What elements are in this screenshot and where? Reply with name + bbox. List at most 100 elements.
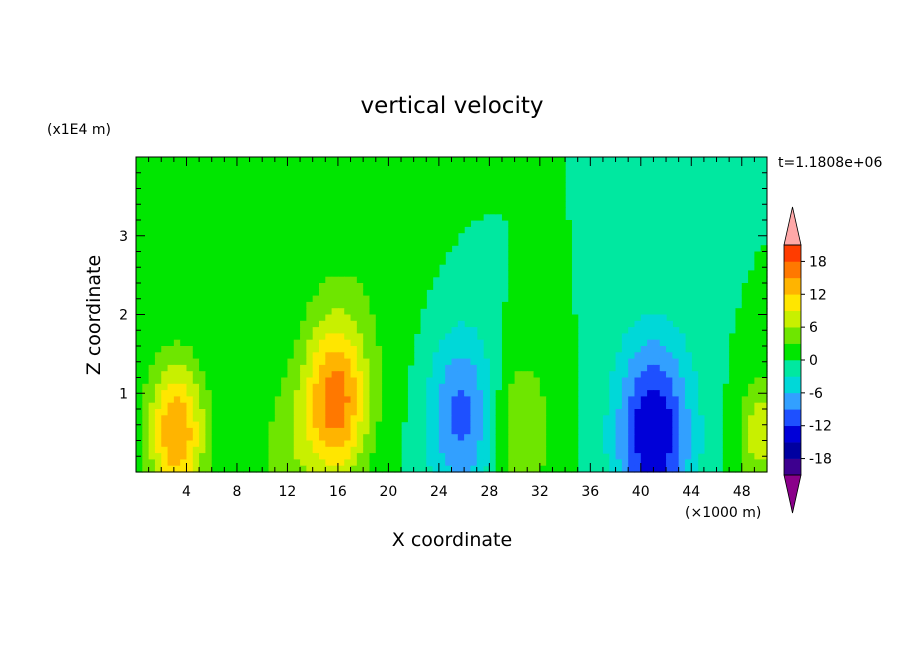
field-cell [136,415,143,423]
field-cell [363,283,371,290]
field-cell [312,358,320,366]
field-cell [249,314,257,322]
field-cell [281,358,289,366]
field-cell [218,232,225,240]
field-cell [192,308,200,316]
field-cell [558,364,566,372]
field-cell [483,358,490,366]
field-cell [230,390,238,397]
field-cell [344,213,352,221]
field-cell [318,295,326,303]
field-cell [558,220,566,227]
field-cell [236,226,244,234]
field-cell [401,283,408,290]
field-cell [489,169,497,177]
field-cell [167,371,175,379]
field-cell [432,465,440,473]
field-cell [539,358,547,366]
field-cell [344,169,352,177]
field-cell [249,346,257,353]
field-cell [249,434,257,442]
field-cell [445,220,453,227]
field-cell [268,232,276,240]
field-cell [426,377,434,385]
field-cell [684,383,692,391]
field-cell [186,459,194,467]
field-cell [154,157,162,164]
field-cell [199,257,207,265]
field-cell [148,320,156,328]
field-cell [407,358,415,366]
field-cell [293,446,301,454]
field-cell [722,446,730,454]
field-cell [678,333,686,341]
field-cell [748,320,755,328]
field-cell [432,459,440,467]
field-cell [350,352,358,360]
field-cell [136,188,143,196]
field-cell [546,226,554,234]
field-cell [363,169,371,177]
field-cell [218,182,225,190]
field-cell [312,213,320,221]
field-cell [647,352,655,360]
field-cell [489,163,497,171]
field-cell [520,308,528,316]
field-cell [445,232,453,240]
field-cell [306,301,314,309]
field-cell [558,453,566,460]
field-cell [293,383,301,391]
field-cell [363,320,371,328]
field-cell [741,465,749,473]
field-cell [501,175,509,183]
field-cell [375,301,383,309]
field-cell [300,459,307,467]
field-cell [306,440,314,448]
field-cell [495,402,503,410]
field-cell [199,201,207,208]
field-cell [262,276,270,284]
field-cell [142,377,150,385]
field-cell [684,434,692,442]
field-cell [230,314,238,322]
field-cell [363,383,371,391]
field-cell [672,402,680,410]
field-cell [344,308,352,316]
field-cell [268,415,276,423]
field-cell [546,232,554,240]
x-tick-label: 16 [329,484,347,500]
field-cell [464,169,472,177]
x-axis-label: X coordinate [392,529,512,551]
field-cell [640,383,648,391]
field-cell [382,257,389,265]
field-cell [369,270,377,278]
field-cell [300,238,307,246]
field-cell [741,364,749,372]
field-cell [154,421,162,429]
field-cell [249,157,257,164]
field-cell [760,333,768,341]
field-cell [558,440,566,448]
field-cell [255,264,263,271]
field-cell [451,333,459,341]
field-cell [457,182,465,190]
field-cell [268,320,276,328]
field-cell [205,314,213,322]
field-cell [325,434,333,442]
field-cell [672,453,680,460]
field-cell [293,440,301,448]
field-cell [205,453,213,460]
field-cell [419,157,427,164]
colorbar-band [784,376,801,394]
field-cell [293,427,301,435]
field-cell [653,383,661,391]
field-cell [224,402,232,410]
field-cell [672,333,680,341]
field-cell [464,213,472,221]
field-cell [218,377,225,385]
field-cell [495,169,503,177]
field-cell [483,415,490,423]
field-cell [161,415,169,423]
field-cell [369,163,377,171]
field-cell [337,327,345,334]
